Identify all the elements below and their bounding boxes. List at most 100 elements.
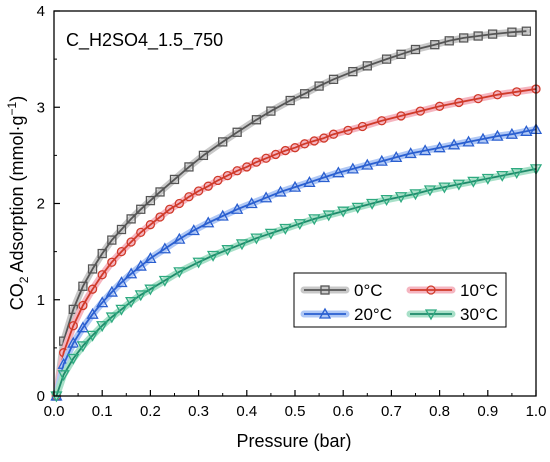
data-point [390, 150, 403, 162]
data-point [97, 248, 107, 259]
x-tick-label: 0.4 [236, 403, 257, 420]
data-point [206, 250, 220, 262]
y-tick-label: 2 [37, 196, 45, 213]
data-point [348, 66, 358, 77]
data-point [78, 281, 88, 291]
data-point [496, 170, 509, 182]
data-point [394, 192, 408, 204]
data-point [507, 27, 517, 37]
data-point [415, 106, 425, 116]
y-tick-label: 3 [37, 99, 45, 116]
x-tick-label: 0.3 [188, 403, 209, 420]
x-tick-label: 0.5 [285, 403, 306, 420]
data-point [96, 321, 109, 333]
y-tick-label: 4 [37, 3, 45, 20]
data-point [410, 44, 421, 55]
data-point [476, 132, 490, 144]
x-tick-label: 0.1 [92, 403, 113, 420]
data-point [309, 136, 319, 146]
data-point [193, 186, 204, 196]
data-point [184, 192, 194, 202]
data-point [303, 175, 316, 187]
data-point [332, 166, 345, 178]
data-point [126, 237, 136, 247]
y-axis-title-superscript: −1 [5, 101, 19, 115]
data-point [375, 154, 388, 166]
data-point [271, 149, 281, 160]
x-tick-label: 0.6 [333, 403, 354, 420]
data-point [491, 129, 504, 141]
data-point [362, 61, 372, 71]
legend-label: 30°C [460, 305, 498, 324]
legend: 0°C 10°C 20°C 30°C [293, 272, 507, 328]
data-point [251, 157, 262, 167]
legend-marker [426, 285, 436, 295]
data-point [322, 210, 335, 222]
data-point [173, 232, 186, 244]
data-point [221, 245, 234, 257]
data-point [231, 202, 244, 214]
data-point [235, 239, 249, 251]
y-axis-title-prefix: CO [7, 283, 27, 310]
series-3 [50, 164, 543, 403]
data-point [314, 81, 324, 91]
data-point [126, 214, 136, 224]
y-axis-title-middle: Adsorption (mmol·g [7, 115, 27, 276]
data-point [328, 74, 339, 84]
data-point [116, 224, 127, 235]
data-point [434, 101, 445, 111]
data-point [285, 95, 295, 106]
data-point [459, 33, 469, 43]
data-point [396, 111, 406, 121]
data-point [67, 336, 80, 348]
data-point [78, 300, 88, 311]
data-point [404, 147, 417, 159]
data-point [105, 285, 118, 297]
data-point [380, 194, 393, 206]
data-point [86, 307, 99, 319]
legend-marker [424, 309, 438, 321]
data-point [259, 191, 273, 203]
x-tick-label: 0.9 [477, 403, 498, 420]
series-2 [50, 123, 543, 401]
data-point [134, 259, 147, 271]
data-point [438, 182, 451, 194]
data-point [107, 257, 117, 267]
data-point [266, 106, 276, 116]
data-point [447, 138, 461, 150]
legend-marker [320, 285, 330, 295]
data-point [452, 179, 465, 191]
data-point [366, 198, 379, 210]
data-point [155, 187, 165, 197]
data-point [165, 204, 175, 214]
data-point [430, 40, 440, 50]
y-tick-label: 0 [37, 388, 45, 405]
data-point [144, 284, 157, 296]
series-1-line [55, 88, 537, 397]
data-point [377, 116, 387, 126]
data-point [521, 26, 532, 36]
data-point [308, 214, 321, 226]
x-tick-label: 0.7 [381, 403, 402, 420]
data-point [444, 36, 454, 46]
data-point [203, 181, 213, 191]
data-point [68, 321, 78, 331]
x-axis-title: Pressure (bar) [236, 431, 351, 451]
data-point [520, 124, 533, 136]
data-point [462, 135, 475, 147]
data-point [505, 127, 519, 139]
data-point [97, 270, 107, 280]
data-point [423, 185, 437, 197]
data-point [218, 137, 228, 147]
chart-title: C_H2SO4_1.5_750 [66, 30, 223, 51]
data-point [187, 224, 200, 236]
data-point [116, 246, 127, 257]
data-point [144, 252, 157, 264]
data-point [481, 173, 494, 185]
data-point [264, 228, 278, 240]
x-tick-label: 1.0 [526, 403, 547, 420]
data-point [67, 353, 80, 365]
data-point [346, 162, 359, 174]
series-1 [51, 84, 541, 401]
